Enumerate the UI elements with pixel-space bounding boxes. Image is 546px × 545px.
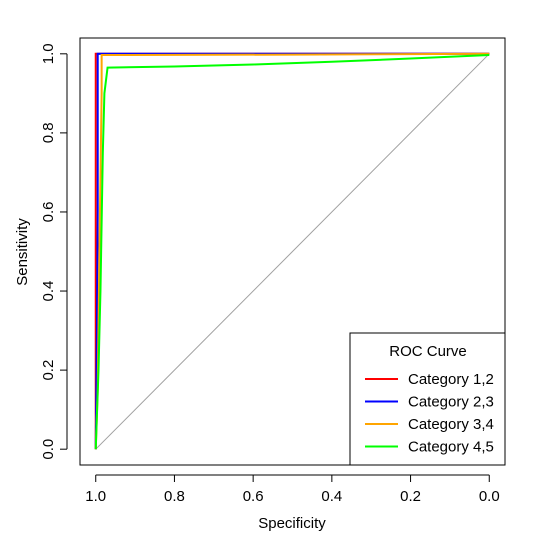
legend-items: Category 1,2 Category 2,3 Category 3,4 Cate… <box>365 371 494 456</box>
axes: 1.0 0.8 0.6 0.4 0.2 0.0 0.0 0.2 0.4 0.6 0.8 1.0 <box>40 43 500 505</box>
legend-box <box>349 332 506 466</box>
x-tick-label: 0.6 <box>243 488 264 505</box>
y-axis-label: Sensitivity <box>14 218 31 286</box>
y-tick-label: 0.2 <box>40 360 57 381</box>
y-tick-label: 0.0 <box>40 439 57 460</box>
x-tick-label: 1.0 <box>85 488 106 505</box>
x-tick-label: 0.2 <box>400 488 421 505</box>
legend-label-3: Category 3,4 <box>408 416 494 433</box>
legend-title: ROC Curve <box>389 343 467 360</box>
legend-label-4: Category 4,5 <box>408 439 494 456</box>
y-tick-label: 1.0 <box>40 43 57 64</box>
series-line-4 <box>94 54 490 450</box>
y-tick-label: 0.4 <box>40 281 57 302</box>
plot-frame <box>79 37 506 466</box>
x-tick-label: 0.4 <box>321 488 342 505</box>
x-tick-label: 0.0 <box>479 488 500 505</box>
legend-label-1: Category 1,2 <box>408 371 494 388</box>
y-tick-label: 0.6 <box>40 202 57 223</box>
diagonal-reference-line <box>95 53 490 450</box>
x-tick-label: 0.8 <box>164 488 185 505</box>
plot-area <box>94 52 490 450</box>
x-axis-label: Specificity <box>258 515 326 532</box>
y-tick-label: 0.8 <box>40 122 57 143</box>
legend-label-2: Category 2,3 <box>408 394 494 411</box>
